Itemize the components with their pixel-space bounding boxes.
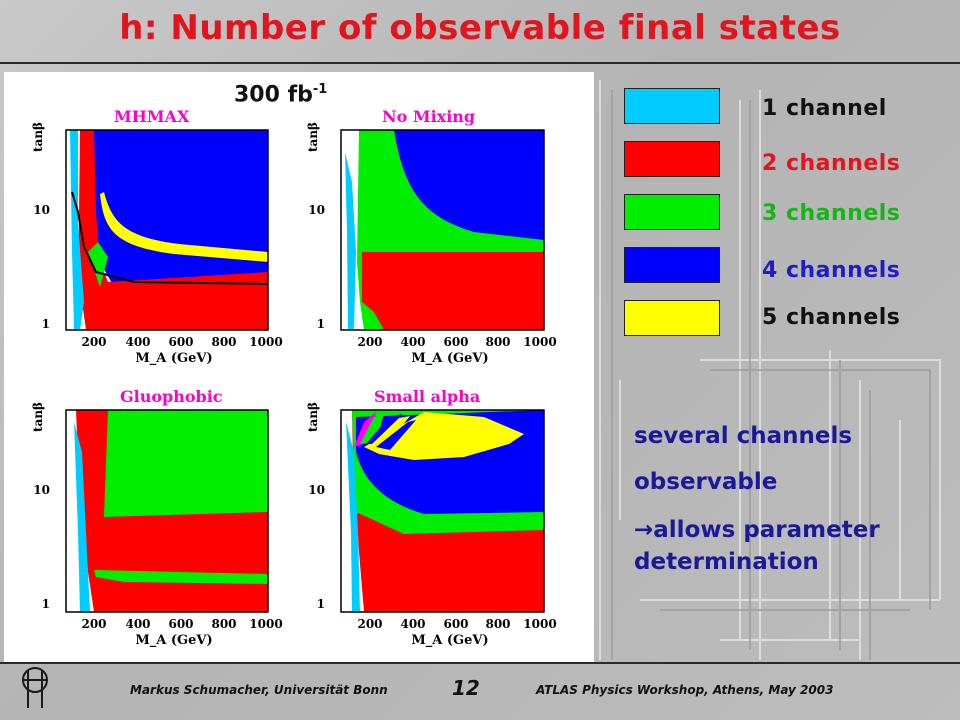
x-tick-no-mixing: 400 [400,335,425,349]
x-tick-no-mixing: 600 [443,335,468,349]
note-line-3: →allows parameter [634,517,880,543]
x-tick-no-mixing: 200 [357,335,382,349]
plot-title-gluophobic: Gluophobic [120,387,223,406]
top-rule [0,62,960,64]
note-line-1: several channels [634,423,853,449]
legend-label-2: 2 channels [762,151,901,176]
x-tick-mhmax: 1000 [249,335,282,349]
plot-title-no-mixing: No Mixing [382,107,475,126]
y-tick-gluophobic: 1 [42,597,50,611]
plot-gluophobic: Gluophobic tanβ 10 1 200 400 600 800 100… [31,387,283,648]
plot-mhmax: MHMAX tanβ 10 1 200 400 600 800 1000 M_A… [31,107,283,366]
y-tick-no-mixing: 1 [317,317,325,331]
x-tick-gluophobic: 1000 [249,617,282,631]
plot-no-mixing: No Mixing tanβ 10 1 200 400 600 800 1000… [306,107,557,366]
x-tick-mhmax: 800 [211,335,236,349]
slide-title: h: Number of observable final states [119,8,841,48]
y-tick-small-alpha: 10 [308,483,325,497]
legend-label-4: 4 channels [762,258,901,283]
y-axis-label-gluophobic: tanβ [31,402,45,432]
x-tick-gluophobic: 600 [168,617,193,631]
plot-grid: MHMAX tanβ 10 1 200 400 600 800 1000 M_A… [31,107,557,648]
x-tick-mhmax: 200 [81,335,106,349]
page-number: 12 [452,676,480,700]
legend-label-3: 3 channels [762,201,901,226]
plot-small-alpha: Small alpha tanβ 10 1 200 400 600 800 10… [306,387,557,648]
y-tick-gluophobic: 10 [33,483,50,497]
legend-label-1: 1 channel [762,96,887,121]
figure-panel: 300 fb-1 MHMAX tanβ 10 1 [4,72,594,662]
x-tick-mhmax: 600 [168,335,193,349]
y-axis-label-mhmax: tanβ [31,122,45,152]
x-tick-small-alpha: 1000 [523,617,556,631]
x-axis-label-small-alpha: M_A (GeV) [411,633,488,648]
x-tick-mhmax: 400 [125,335,150,349]
x-tick-small-alpha: 800 [485,617,510,631]
x-axis-label-gluophobic: M_A (GeV) [135,633,212,648]
legend-swatch-2 [624,141,720,177]
y-axis-label-no-mixing: tanβ [306,122,320,152]
atlas-logo-icon [22,667,48,708]
y-axis-label-small-alpha: tanβ [306,402,320,432]
arrow-icon: → [634,517,654,543]
x-tick-no-mixing: 1000 [523,335,556,349]
note-line-2: observable [634,469,778,495]
x-tick-gluophobic: 800 [211,617,236,631]
plot-title-mhmax: MHMAX [114,107,190,126]
legend-swatch-3 [624,194,720,230]
legend-swatch-5 [624,300,720,336]
legend-label-5: 5 channels [762,305,901,330]
legend-swatch-4 [624,247,720,283]
x-tick-small-alpha: 200 [357,617,382,631]
bottom-rule [0,662,960,664]
x-tick-small-alpha: 600 [443,617,468,631]
y-tick-mhmax: 1 [42,317,50,331]
x-tick-no-mixing: 800 [485,335,510,349]
footer-conference: ATLAS Physics Workshop, Athens, May 2003 [536,683,834,697]
note-line-4: determination [634,549,819,575]
y-tick-no-mixing: 10 [308,203,325,217]
footer: Markus Schumacher, Universität Bonn 12 A… [0,676,960,702]
y-tick-mhmax: 10 [33,203,50,217]
x-axis-label-no-mixing: M_A (GeV) [411,351,488,366]
y-tick-small-alpha: 1 [317,597,325,611]
legend-swatch-1 [624,88,720,124]
x-tick-gluophobic: 400 [125,617,150,631]
luminosity-label: 300 fb-1 [234,82,328,108]
footer-author: Markus Schumacher, Universität Bonn [130,683,388,697]
x-axis-label-mhmax: M_A (GeV) [135,351,212,366]
x-tick-gluophobic: 200 [81,617,106,631]
x-tick-small-alpha: 400 [400,617,425,631]
plot-title-small-alpha: Small alpha [374,387,480,406]
